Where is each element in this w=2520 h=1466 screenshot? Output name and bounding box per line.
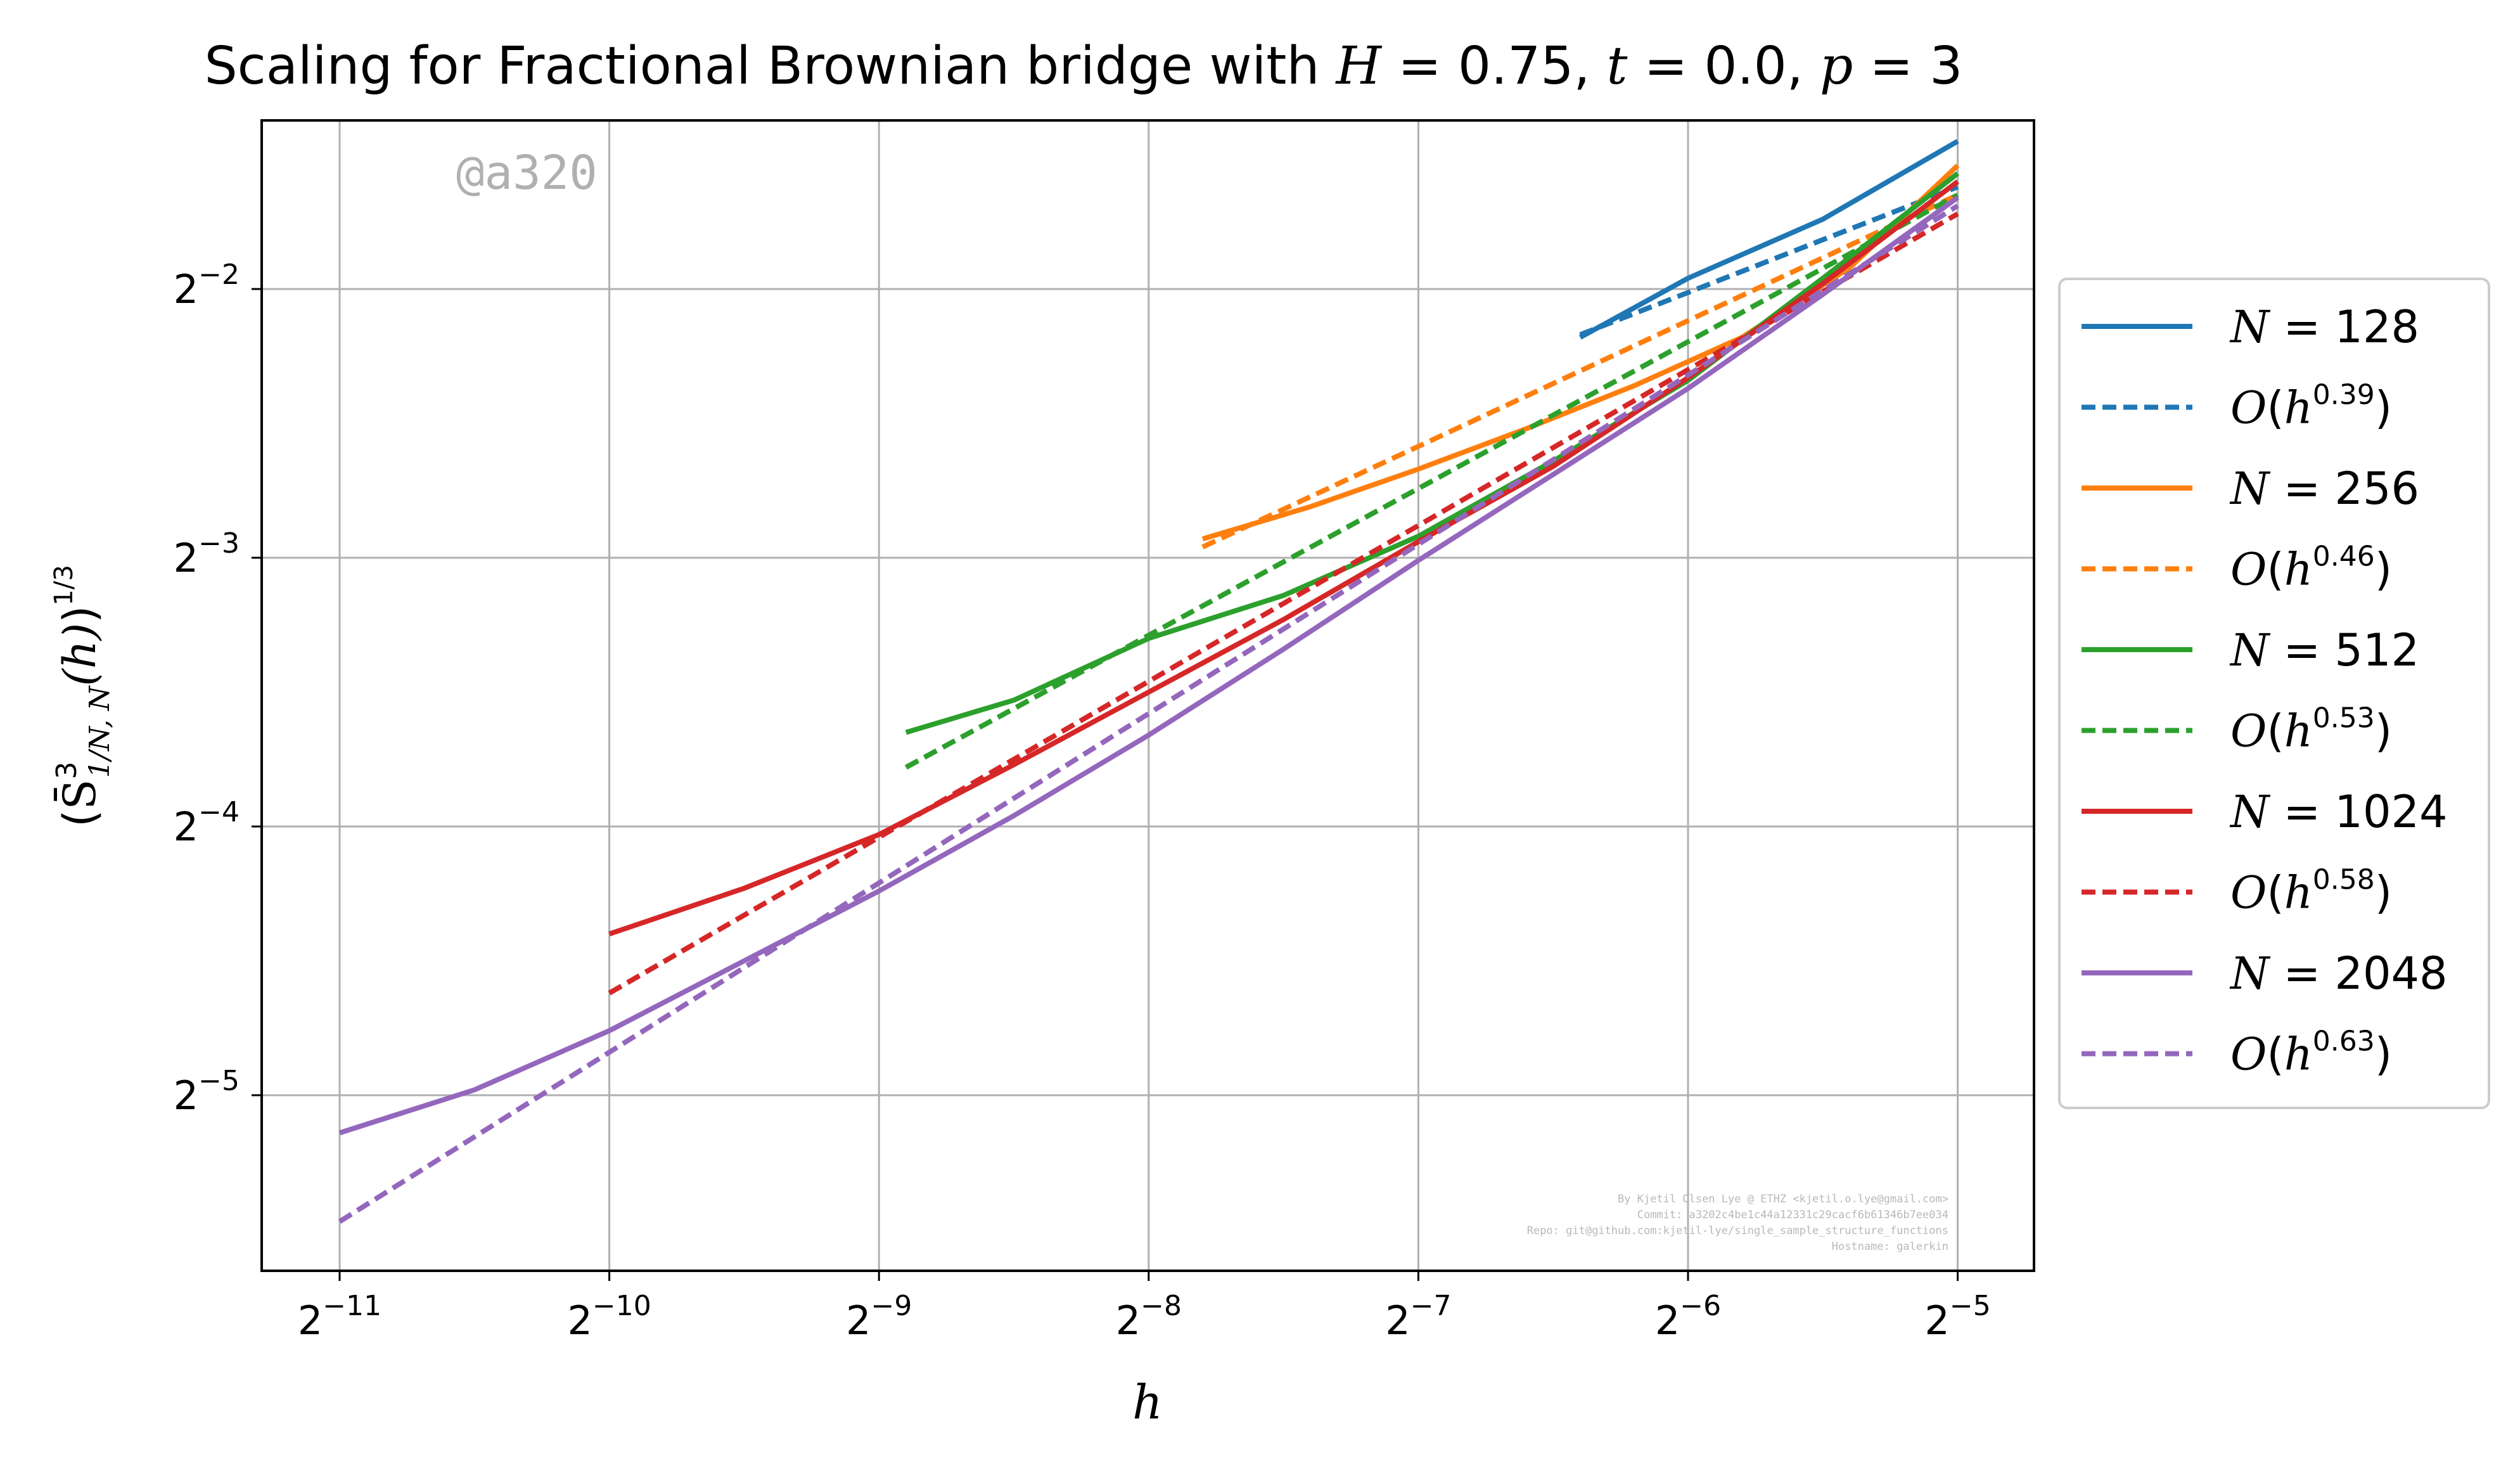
- legend-label: O(h0.53): [2230, 702, 2392, 757]
- fit-line-7: [608, 211, 1959, 996]
- legend-label: N = 256: [2229, 463, 2419, 515]
- x-axis-ticks: 2−11 2−10 2−9 2−8 2−7 2−6 2−5: [298, 1271, 1991, 1344]
- footer-line: Commit: a3202c4be1c44a12331c29cacf6b6134…: [1637, 1209, 1948, 1221]
- grid-lines: [262, 120, 2034, 1271]
- x-tick-label: 2−10: [567, 1290, 651, 1344]
- series-line-0: [1578, 139, 1959, 340]
- y-axis-label: (S̄31/N, N(h))1/3: [49, 565, 116, 827]
- watermark: @a320: [456, 146, 598, 200]
- series-layer: [338, 139, 1960, 1224]
- footer-line: By Kjetil Olsen Lye @ ETHZ <kjetil.o.lye…: [1618, 1193, 1948, 1206]
- chart-title: Scaling for Fractional Brownian bridge w…: [205, 36, 1963, 96]
- legend-label: O(h0.39): [2230, 379, 2392, 434]
- footer-credits: By Kjetil Olsen Lye @ ETHZ <kjetil.o.lye…: [1527, 1193, 1948, 1253]
- x-tick-label: 2−7: [1385, 1290, 1451, 1344]
- series-line-6: [608, 179, 1960, 937]
- x-tick-label: 2−9: [846, 1290, 912, 1344]
- legend-label: N = 1024: [2229, 786, 2448, 838]
- series-line-8: [338, 195, 1959, 1136]
- fit-line-1: [1579, 184, 1959, 337]
- x-tick-label: 2−11: [298, 1290, 381, 1344]
- x-tick-label: 2−6: [1655, 1290, 1721, 1344]
- x-axis-label: h: [1132, 1375, 1163, 1430]
- fit-line-5: [904, 193, 1959, 770]
- footer-line: Hostname: galerkin: [1832, 1240, 1948, 1253]
- svg-text:(S̄31/N, N(h))1/3: (S̄31/N, N(h))1/3: [49, 565, 116, 827]
- legend-label: O(h0.63): [2230, 1026, 2392, 1081]
- y-tick-label: 2−4: [174, 796, 240, 850]
- y-tick-label: 2−5: [174, 1065, 240, 1119]
- x-tick-label: 2−5: [1924, 1290, 1990, 1344]
- x-tick-label: 2−8: [1116, 1290, 1182, 1344]
- legend-label: N = 512: [2229, 624, 2419, 676]
- y-tick-label: 2−3: [174, 527, 240, 581]
- fit-line-9: [338, 203, 1959, 1224]
- y-tick-label: 2−2: [174, 259, 240, 312]
- y-axis-ticks: 2−2 2−3 2−4 2−5: [174, 259, 262, 1119]
- legend: N = 128 O(h0.39) N = 256 O(h0.46) N = 512 O(h…: [2058, 278, 2490, 1109]
- legend-label: O(h0.46): [2230, 541, 2392, 596]
- fit-line-3: [1201, 192, 1959, 550]
- legend-label: N = 128: [2229, 301, 2419, 353]
- footer-line: Repo: git@github.com:kjetil-lye/single_s…: [1527, 1225, 1948, 1237]
- legend-label: O(h0.58): [2230, 864, 2392, 919]
- legend-label: N = 2048: [2229, 948, 2448, 1000]
